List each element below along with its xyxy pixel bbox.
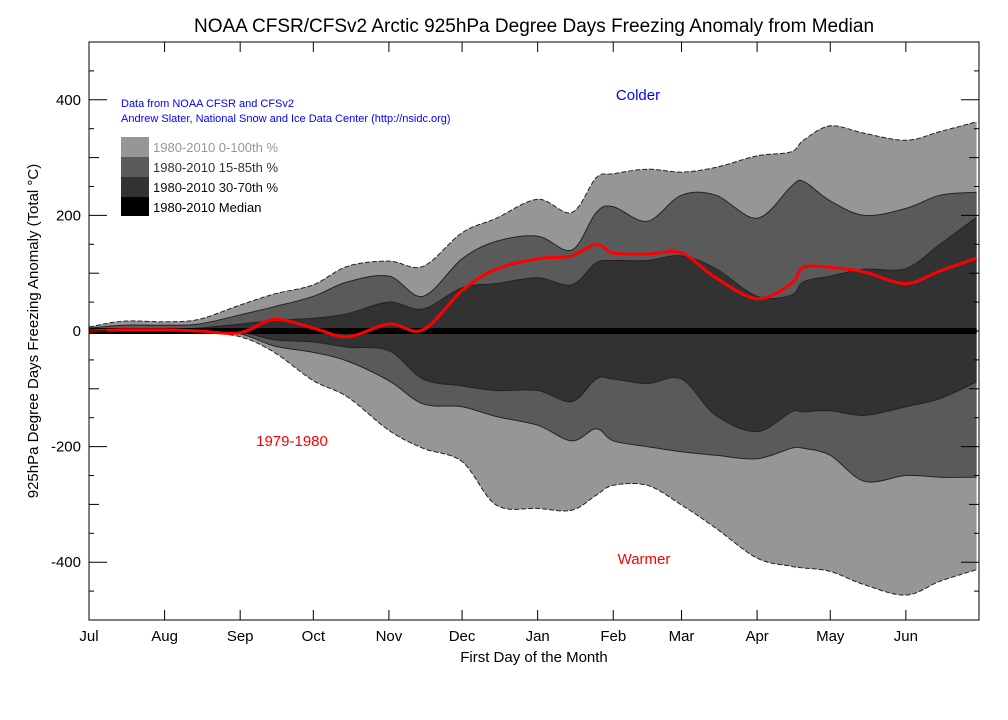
x-tick-label: Mar bbox=[669, 628, 695, 645]
x-tick-label: Nov bbox=[376, 628, 403, 645]
warmer-annotation: Warmer bbox=[618, 551, 671, 568]
x-tick-label: Jul bbox=[79, 628, 98, 645]
legend-swatch-median bbox=[121, 197, 149, 216]
band-30-70th bbox=[89, 217, 977, 432]
colder-annotation: Colder bbox=[616, 87, 660, 104]
band-30-70th-lower-edge bbox=[88, 330, 977, 433]
y-tick-label: 400 bbox=[56, 92, 81, 109]
x-axis-label: First Day of the Month bbox=[460, 649, 608, 666]
legend-swatch-30-70 bbox=[121, 177, 149, 197]
band-15-85th-upper-edge bbox=[88, 179, 977, 329]
band-15-85th-lower-edge bbox=[88, 330, 977, 483]
y-tick-label: -200 bbox=[51, 439, 81, 456]
y-tick-label: -400 bbox=[51, 554, 81, 571]
bands-layer bbox=[88, 121, 978, 596]
series-label-1979-1980: 1979-1980 bbox=[256, 433, 328, 450]
legend-swatch-0-100 bbox=[121, 137, 149, 157]
x-tick-label: Aug bbox=[151, 628, 178, 645]
legend-label-0-100: 1980-2010 0-100th % bbox=[153, 140, 278, 155]
x-tick-label: Apr bbox=[745, 628, 768, 645]
axes-layer: -400 -200 0 200 400 Jul Aug Sep Oct Nov Dec Jan Feb M… bbox=[51, 41, 979, 645]
credit-line-1: Data from NOAA CFSR and CFSv2 bbox=[121, 98, 294, 110]
band-30-70th-upper-edge bbox=[88, 216, 977, 331]
x-tick-label: Sep bbox=[227, 628, 254, 645]
x-tick-label: Jan bbox=[526, 628, 550, 645]
x-tick-label: Feb bbox=[600, 628, 626, 645]
y-tick-label: 0 bbox=[73, 323, 81, 340]
legend-label-median: 1980-2010 Median bbox=[153, 200, 261, 215]
legend-label-30-70: 1980-2010 30-70th % bbox=[153, 180, 278, 195]
x-tick-label: Jun bbox=[894, 628, 918, 645]
legend-swatch-15-85 bbox=[121, 157, 149, 177]
y-axis-label: 925hPa Degree Days Freezing Anomaly (Tot… bbox=[25, 164, 42, 499]
series-line-1979-1980 bbox=[88, 242, 978, 339]
legend-label-15-85: 1980-2010 15-85th % bbox=[153, 160, 278, 175]
x-tick-label: May bbox=[816, 628, 845, 645]
chart-title: NOAA CFSR/CFSv2 Arctic 925hPa Degree Day… bbox=[194, 16, 874, 37]
y-tick-label: 200 bbox=[56, 207, 81, 224]
band-0-100th-upper-edge bbox=[88, 121, 977, 328]
x-tick-label: Oct bbox=[302, 628, 326, 645]
plot-frame bbox=[88, 41, 980, 621]
credit-line-2: Andrew Slater, National Snow and Ice Dat… bbox=[121, 113, 451, 125]
x-tick-label: Dec bbox=[449, 628, 476, 645]
band-0-100th-lower-edge bbox=[88, 330, 977, 596]
legend: 1980-2010 0-100th % 1980-2010 15-85th % … bbox=[121, 137, 278, 216]
